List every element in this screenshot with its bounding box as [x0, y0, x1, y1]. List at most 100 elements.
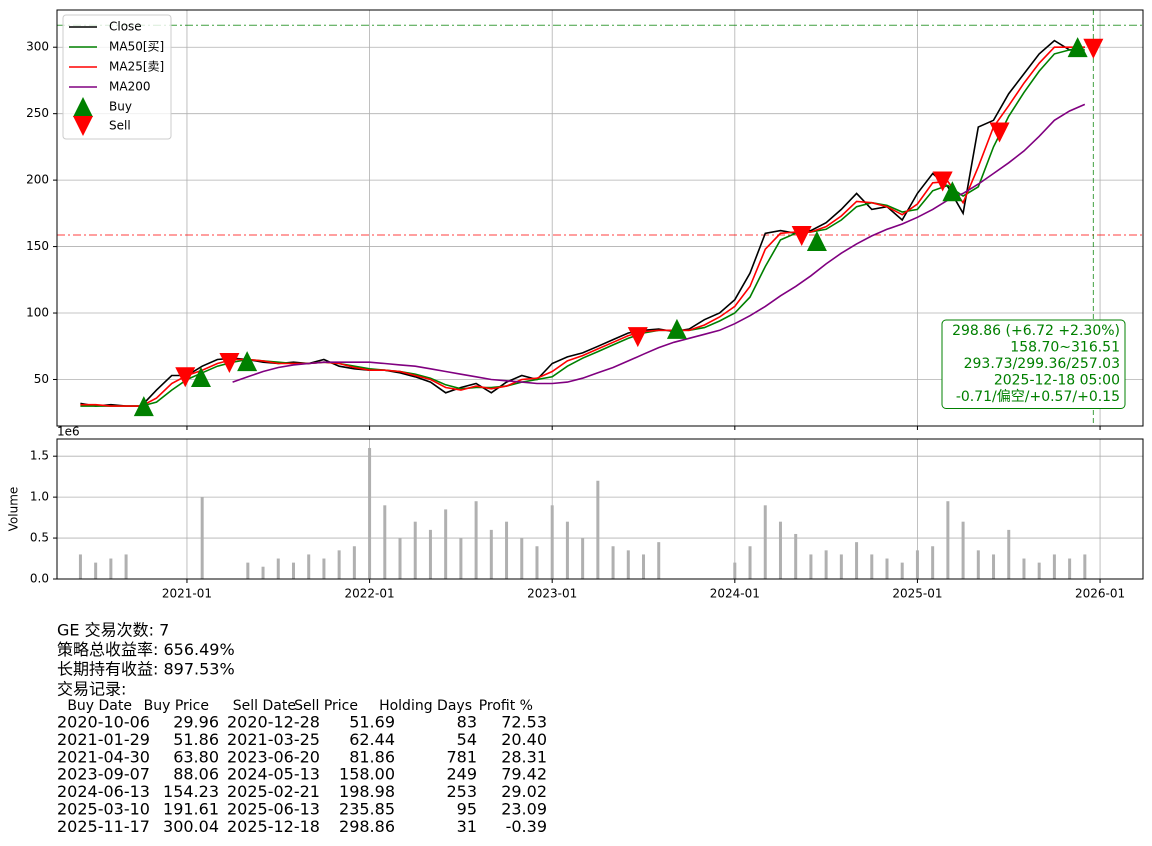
legend-box: [62, 14, 172, 140]
trade-marker: [932, 171, 953, 192]
trade-marker: [942, 181, 963, 202]
annotation-box: [941, 319, 1126, 409]
table-cell: 253: [446, 782, 477, 801]
trade-marker: [175, 367, 196, 388]
summary-line: 长期持有收益: 897.53%: [57, 660, 235, 679]
volume-bar: [535, 546, 539, 579]
offset-label: 1e6: [57, 425, 80, 439]
legend-label: MA50[买]: [109, 40, 164, 54]
volume-bar: [992, 554, 996, 579]
table-header: Profit %: [479, 698, 533, 714]
table-cell: 29.02: [501, 782, 547, 801]
volume-bar: [520, 538, 524, 579]
table-cell: 2025-11-17: [57, 817, 150, 836]
trade-marker: [791, 225, 812, 246]
table-cell: 198.98: [339, 782, 395, 801]
trade-marker: [1083, 38, 1104, 59]
trade-marker: [627, 327, 648, 348]
volume-bar: [763, 505, 767, 579]
x-tick-label: 2026-01: [1075, 587, 1125, 601]
volume-bar: [931, 546, 935, 579]
volume-bar: [626, 550, 630, 579]
volume-bar: [291, 562, 295, 579]
volume-bar: [307, 554, 311, 579]
volume-bar: [1022, 558, 1026, 579]
table-cell: 2025-02-21: [227, 782, 320, 801]
x-tick-label: 2021-01: [162, 587, 212, 601]
volume-bar: [885, 558, 889, 579]
volume-bar: [1083, 554, 1087, 579]
table-cell: 51.86: [173, 730, 219, 749]
table-cell: 20.40: [501, 730, 547, 749]
legend-label: Close: [109, 20, 142, 34]
y-axis-label: Volume: [7, 487, 21, 532]
annotation-text: 2025-12-18 05:00: [994, 373, 1120, 389]
table-cell: 2025-12-18: [227, 817, 320, 836]
volume-bar: [809, 554, 813, 579]
table-cell: 2020-10-06: [57, 713, 150, 732]
trade-marker: [190, 367, 211, 388]
trade-marker: [806, 230, 827, 251]
volume-bar: [1007, 529, 1011, 579]
volume-bar: [870, 554, 874, 579]
annotation-text: 298.86 (+6.72 +2.30%): [952, 323, 1120, 339]
table-cell: 191.61: [163, 800, 219, 819]
volume-bar: [748, 546, 752, 579]
table-cell: 2025-06-13: [227, 800, 320, 819]
axes-frame: [56, 438, 1144, 580]
table-cell: 79.42: [501, 765, 547, 784]
y-tick-label: 0.0: [30, 572, 49, 586]
table-cell: 54: [457, 730, 477, 749]
volume-bar: [733, 562, 737, 579]
legend-label: MA25[卖]: [109, 60, 164, 74]
annotation-text: -0.71/偏空/+0.57/+0.15: [956, 389, 1120, 405]
volume-bar: [611, 546, 615, 579]
axes-bg: [57, 439, 1143, 579]
volume-bar: [642, 554, 646, 579]
volume-bar: [109, 558, 113, 579]
table-cell: 2023-09-07: [57, 765, 150, 784]
volume-bar: [976, 550, 980, 579]
volume-bar: [352, 546, 356, 579]
table-cell: 158.00: [339, 765, 395, 784]
table-cell: 31: [457, 817, 477, 836]
volume-bar: [1068, 558, 1072, 579]
y-tick-label: 1.5: [30, 449, 49, 463]
y-tick-label: 150: [26, 239, 49, 253]
summary-line: GE 交易次数: 7: [57, 621, 169, 640]
table-cell: 2024-06-13: [57, 782, 150, 801]
trade-marker: [989, 122, 1010, 143]
table-cell: 2021-03-25: [227, 730, 320, 749]
table-cell: 249: [446, 765, 477, 784]
summary-line: 策略总收益率: 656.49%: [57, 640, 235, 659]
price-line: [232, 103, 1086, 385]
volume-bar: [961, 521, 965, 579]
volume-bar: [900, 562, 904, 579]
volume-bar: [778, 521, 782, 579]
summary-line: 交易记录:: [57, 679, 126, 698]
legend-swatch: [73, 97, 93, 117]
table-cell: 2021-01-29: [57, 730, 150, 749]
volume-bar: [413, 521, 417, 579]
x-tick-label: 2024-01: [710, 587, 760, 601]
trade-marker: [219, 352, 240, 373]
volume-bar: [337, 550, 341, 579]
table-cell: 62.44: [349, 730, 395, 749]
table-cell: 235.85: [339, 800, 395, 819]
volume-bar: [839, 554, 843, 579]
volume-bar: [581, 538, 585, 579]
table-header: Sell Price: [294, 698, 358, 714]
table-cell: 81.86: [349, 747, 395, 766]
volume-bar: [565, 521, 569, 579]
volume-bar: [261, 566, 265, 579]
table-cell: 300.04: [163, 817, 219, 836]
volume-bar: [398, 538, 402, 579]
table-header: Holding Days: [379, 698, 472, 714]
volume-bar: [94, 562, 98, 579]
volume-bar: [474, 501, 478, 579]
volume-bar: [383, 505, 387, 579]
x-tick-label: 2022-01: [345, 587, 395, 601]
volume-bar: [78, 554, 82, 579]
volume-bar: [915, 550, 919, 579]
